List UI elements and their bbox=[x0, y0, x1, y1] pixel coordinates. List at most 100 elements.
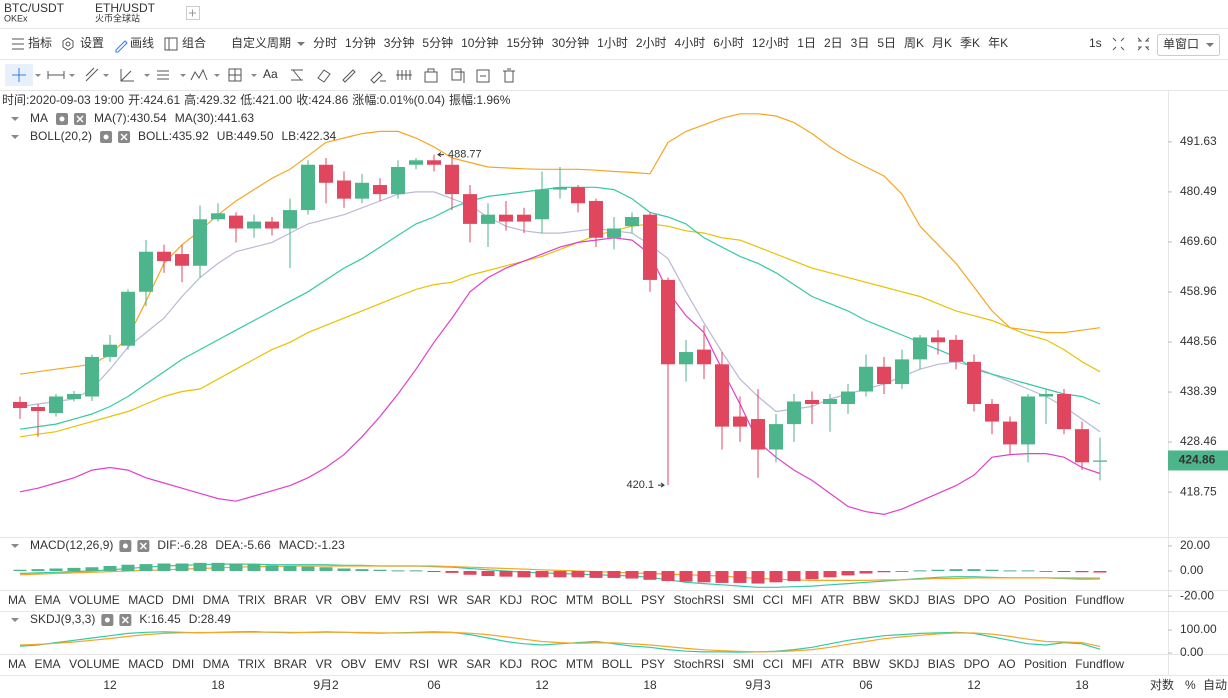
collapse-caret[interactable] bbox=[11, 618, 19, 622]
indicator-option[interactable]: AO bbox=[998, 657, 1015, 671]
period-option[interactable]: 3日 bbox=[851, 36, 870, 50]
period-option[interactable]: 3分钟 bbox=[384, 35, 415, 50]
indicator-icon[interactable] bbox=[12, 38, 24, 50]
indicator-option[interactable]: Fundflow bbox=[1075, 657, 1124, 671]
scale-option[interactable]: % bbox=[1185, 678, 1196, 692]
period-option[interactable]: 5日 bbox=[877, 36, 896, 50]
period-option[interactable]: 15分钟 bbox=[506, 35, 543, 50]
indicator-option[interactable]: DPO bbox=[964, 593, 990, 607]
indicator-option[interactable]: MTM bbox=[566, 593, 593, 607]
period-option[interactable]: 30分钟 bbox=[552, 35, 589, 50]
tab-name[interactable]: BTC/USDT bbox=[4, 1, 65, 15]
toolbar-button[interactable]: 组合 bbox=[182, 35, 206, 50]
indicator-option[interactable]: MA bbox=[8, 657, 26, 671]
indicator-option[interactable]: CCI bbox=[763, 593, 784, 607]
indicator-option[interactable]: SKDJ bbox=[889, 657, 920, 671]
indicator-option[interactable]: TRIX bbox=[238, 657, 265, 671]
period-option[interactable]: 周K bbox=[904, 36, 924, 50]
fullscreen-icon[interactable] bbox=[1112, 37, 1125, 51]
period-option[interactable]: 10分钟 bbox=[461, 35, 498, 50]
period-option[interactable]: 1日 bbox=[797, 36, 816, 50]
indicator-option[interactable]: ROC bbox=[531, 657, 558, 671]
indicator-option[interactable]: BIAS bbox=[928, 593, 955, 607]
tab-name[interactable]: ETH/USDT bbox=[95, 1, 156, 15]
settings-icon[interactable] bbox=[62, 37, 74, 51]
combo-icon[interactable] bbox=[164, 37, 178, 51]
indicator-option[interactable]: DMA bbox=[203, 657, 230, 671]
measure-tool[interactable] bbox=[317, 69, 331, 83]
indicator-option[interactable]: Fundflow bbox=[1075, 593, 1124, 607]
cycle-tool[interactable] bbox=[396, 70, 412, 80]
crosshair-tool[interactable] bbox=[12, 68, 26, 82]
window-mode[interactable]: 单窗口 bbox=[1163, 37, 1199, 51]
indicator-option[interactable]: Position bbox=[1024, 593, 1067, 607]
indicator-option[interactable]: ROC bbox=[531, 593, 558, 607]
period-option[interactable]: 年K bbox=[988, 36, 1008, 50]
indicator-option[interactable]: OBV bbox=[341, 593, 366, 607]
indicator-option[interactable]: TRIX bbox=[238, 593, 265, 607]
segment-tool[interactable] bbox=[47, 71, 65, 79]
wave-tool[interactable] bbox=[190, 68, 208, 81]
indicator-option[interactable]: SAR bbox=[466, 593, 491, 607]
collapse-caret[interactable] bbox=[11, 544, 19, 548]
indicator-option[interactable]: SMI bbox=[733, 593, 754, 607]
period-option[interactable]: 12小时 bbox=[752, 36, 789, 50]
period-option[interactable]: 月K bbox=[932, 36, 952, 50]
indicator-option[interactable]: DPO bbox=[964, 657, 990, 671]
indicator-option[interactable]: BOLL bbox=[602, 593, 633, 607]
indicator-option[interactable]: BOLL bbox=[602, 657, 633, 671]
indicator-option[interactable]: ATR bbox=[821, 593, 844, 607]
indicator-option[interactable]: BIAS bbox=[928, 657, 955, 671]
lock-tool[interactable] bbox=[424, 68, 438, 83]
collapse-caret[interactable] bbox=[11, 117, 19, 121]
indicator-option[interactable]: StochRSI bbox=[674, 593, 725, 607]
scale-option[interactable]: 自动 bbox=[1203, 678, 1227, 692]
period-option[interactable]: 1分钟 bbox=[345, 35, 376, 50]
toolbar-button[interactable]: 设置 bbox=[80, 36, 104, 50]
indicator-option[interactable]: StochRSI bbox=[674, 657, 725, 671]
indicator-option[interactable]: ATR bbox=[821, 657, 844, 671]
delete-tool[interactable] bbox=[503, 68, 515, 83]
shrink-icon[interactable] bbox=[1137, 37, 1150, 51]
indicator-option[interactable]: CCI bbox=[763, 657, 784, 671]
indicator-option[interactable]: BBW bbox=[853, 593, 881, 607]
period-option[interactable]: 1小时 bbox=[597, 36, 628, 50]
copy-tool[interactable] bbox=[451, 68, 465, 83]
indicator-option[interactable]: RSI bbox=[409, 593, 429, 607]
indicator-option[interactable]: BRAR bbox=[274, 593, 308, 607]
indicator-option[interactable]: VOLUME bbox=[69, 593, 120, 607]
collapse-caret[interactable] bbox=[11, 135, 19, 139]
indicator-option[interactable]: MFI bbox=[792, 657, 813, 671]
indicator-option[interactable]: KDJ bbox=[500, 657, 523, 671]
indicator-option[interactable]: WR bbox=[438, 657, 458, 671]
indicator-option[interactable]: MACD bbox=[128, 593, 164, 607]
pen-tool[interactable] bbox=[370, 71, 386, 84]
indicator-option[interactable]: BRAR bbox=[274, 657, 308, 671]
indicator-option[interactable]: DMI bbox=[172, 657, 194, 671]
indicator-option[interactable]: SMI bbox=[733, 657, 754, 671]
period-option[interactable]: 分时 bbox=[313, 36, 337, 50]
indicator-option[interactable]: PSY bbox=[641, 593, 665, 607]
ruler-tool[interactable] bbox=[342, 69, 356, 83]
indicator-option[interactable]: EMV bbox=[375, 593, 401, 607]
indicator-option[interactable]: DMA bbox=[203, 593, 230, 607]
toolbar-button[interactable]: 指标 bbox=[28, 35, 52, 50]
period-option[interactable]: 5分钟 bbox=[422, 35, 453, 50]
scale-option[interactable]: 对数 bbox=[1150, 677, 1174, 692]
indicator-option[interactable]: MFI bbox=[792, 593, 813, 607]
indicator-option[interactable]: MA bbox=[8, 593, 26, 607]
indicator-option[interactable]: WR bbox=[438, 593, 458, 607]
indicator-option[interactable]: SKDJ bbox=[889, 593, 920, 607]
indicator-option[interactable]: RSI bbox=[409, 657, 429, 671]
window-button[interactable] bbox=[1157, 34, 1220, 56]
indicator-option[interactable]: MACD bbox=[128, 657, 164, 671]
indicator-option[interactable]: VR bbox=[316, 657, 333, 671]
period-option[interactable]: 季K bbox=[960, 36, 980, 50]
indicator-option[interactable]: OBV bbox=[341, 657, 366, 671]
indicator-option[interactable]: EMA bbox=[35, 593, 61, 607]
period-option[interactable]: 2日 bbox=[824, 36, 843, 50]
indicator-option[interactable]: KDJ bbox=[500, 593, 523, 607]
indicator-option[interactable]: VR bbox=[316, 593, 333, 607]
indicator-option[interactable]: MTM bbox=[566, 657, 593, 671]
toolbar-button[interactable]: 画线 bbox=[130, 36, 154, 50]
